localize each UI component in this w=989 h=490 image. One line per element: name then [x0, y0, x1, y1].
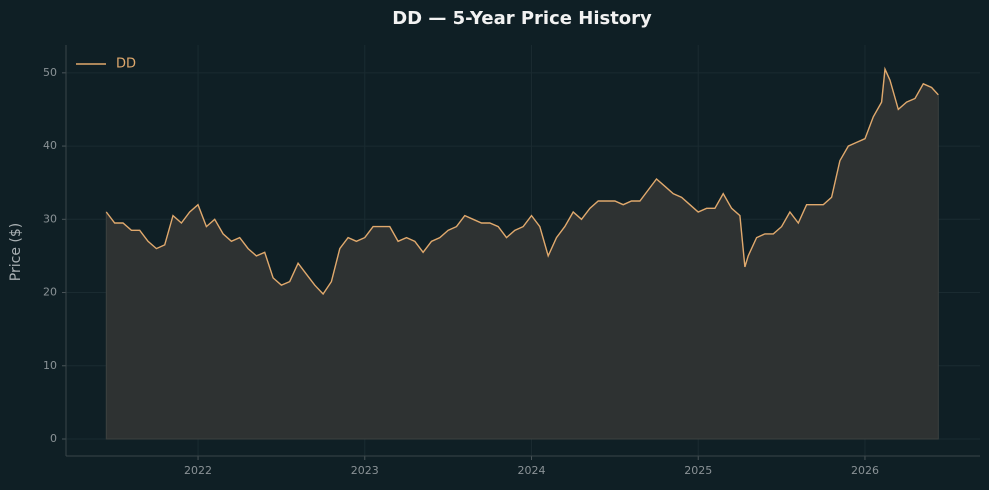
y-axis-label: Price ($) — [8, 223, 24, 281]
y-tick-label: 40 — [43, 139, 57, 152]
x-tick-label: 2023 — [351, 464, 379, 477]
y-tick-label: 50 — [43, 66, 57, 79]
x-tick-label: 2026 — [851, 464, 879, 477]
y-tick-label: 20 — [43, 286, 57, 299]
x-tick-label: 2022 — [184, 464, 212, 477]
y-tick-label: 30 — [43, 212, 57, 225]
x-tick-label: 2024 — [518, 464, 546, 477]
legend-label: DD — [116, 57, 136, 72]
line — [105, 66, 939, 296]
y-tick-label: 10 — [43, 359, 57, 372]
x-tick-label: 2025 — [684, 464, 712, 477]
chart-title: DD — 5-Year Price History — [392, 8, 652, 29]
y-tick-label: 0 — [50, 432, 57, 445]
